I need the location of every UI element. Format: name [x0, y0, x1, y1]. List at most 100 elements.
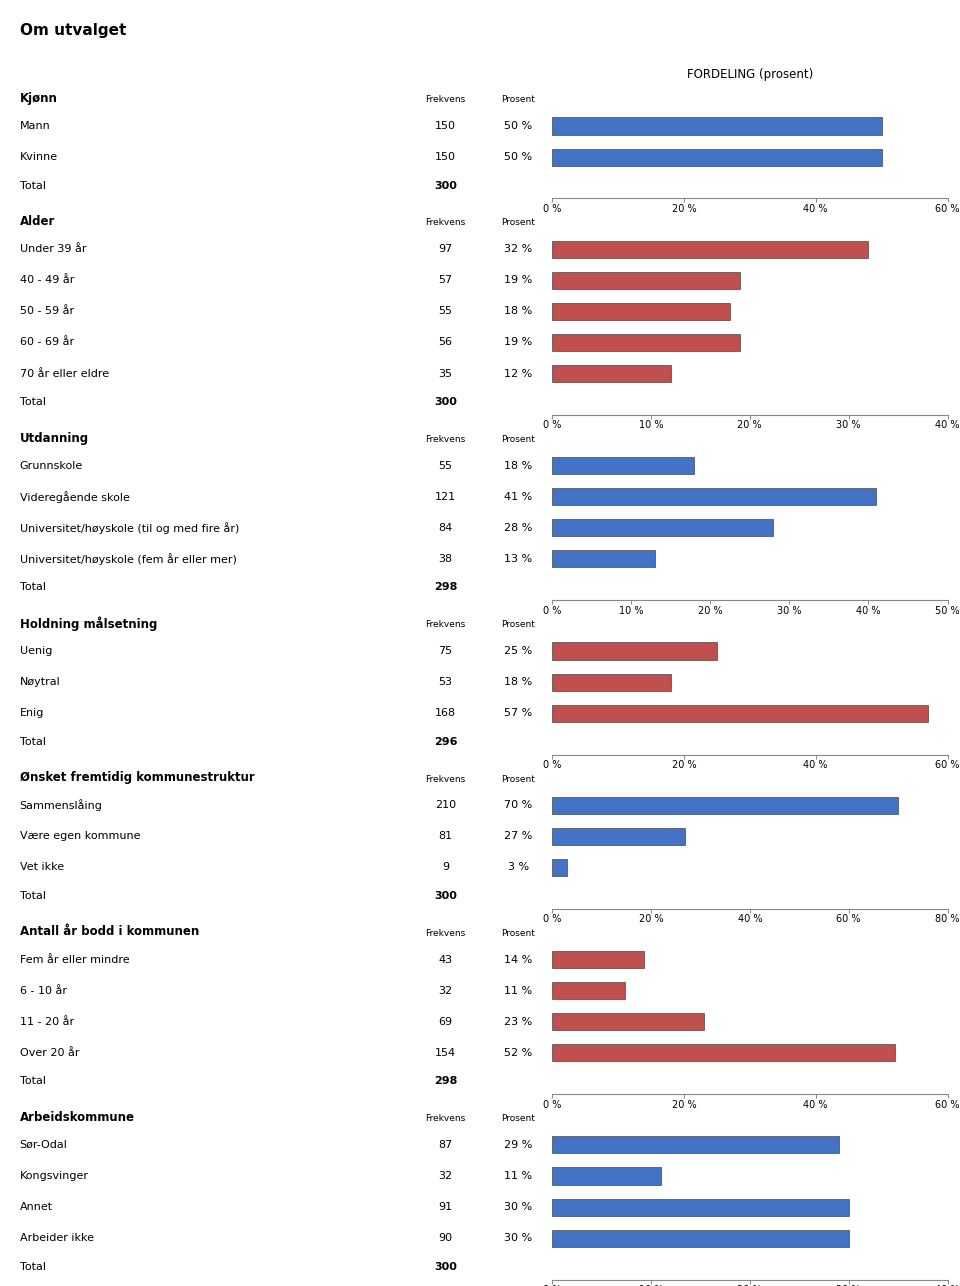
Text: 150: 150	[435, 152, 456, 162]
Text: Prosent: Prosent	[501, 928, 536, 937]
Text: Total: Total	[19, 1262, 45, 1272]
Text: 32: 32	[439, 985, 452, 995]
Text: 18 %: 18 %	[504, 306, 533, 316]
Text: 12 %: 12 %	[504, 369, 533, 378]
Text: 11 %: 11 %	[504, 1172, 533, 1181]
Text: 296: 296	[434, 737, 457, 747]
Text: Frekvens: Frekvens	[425, 620, 466, 629]
Text: Universitet/høyskole (fem år eller mer): Universitet/høyskole (fem år eller mer)	[19, 553, 236, 565]
Text: 30 %: 30 %	[504, 1202, 533, 1213]
Text: 210: 210	[435, 800, 456, 810]
Text: Prosent: Prosent	[501, 435, 536, 444]
Text: 57: 57	[439, 275, 452, 285]
Bar	[552, 1168, 660, 1184]
Text: Grunnskole: Grunnskole	[19, 460, 83, 471]
Text: Videregående skole: Videregående skole	[19, 491, 130, 503]
Bar	[552, 983, 625, 999]
Text: 90: 90	[439, 1233, 452, 1244]
Bar	[552, 334, 740, 351]
Bar	[552, 149, 881, 166]
Text: Total: Total	[19, 737, 45, 747]
Text: 75: 75	[439, 646, 452, 656]
Text: Frekvens: Frekvens	[425, 435, 466, 444]
Text: Om utvalget: Om utvalget	[20, 23, 127, 39]
Bar	[552, 117, 881, 135]
Bar	[552, 1013, 704, 1030]
Text: Arbeidskommune: Arbeidskommune	[19, 1111, 134, 1124]
Text: 300: 300	[434, 397, 457, 406]
Text: Prosent: Prosent	[501, 1114, 536, 1123]
Text: Total: Total	[19, 583, 45, 593]
Bar	[552, 240, 869, 257]
Text: 50 %: 50 %	[504, 152, 533, 162]
Text: Over 20 år: Over 20 år	[19, 1048, 79, 1058]
Text: Kjønn: Kjønn	[19, 91, 58, 105]
Text: 30 %: 30 %	[504, 1233, 533, 1244]
Text: Enig: Enig	[19, 709, 44, 718]
Text: 52 %: 52 %	[504, 1048, 533, 1058]
Text: 53: 53	[439, 678, 452, 687]
Text: 97: 97	[439, 244, 452, 255]
Text: Under 39 år: Under 39 år	[19, 244, 86, 255]
Text: Være egen kommune: Være egen kommune	[19, 831, 140, 841]
Text: Utdanning: Utdanning	[19, 432, 88, 445]
Text: 50 %: 50 %	[504, 121, 533, 131]
Text: Kvinne: Kvinne	[19, 152, 58, 162]
Text: Sør-Odal: Sør-Odal	[19, 1139, 67, 1150]
Bar	[552, 705, 927, 721]
Bar	[552, 550, 655, 567]
Text: 168: 168	[435, 709, 456, 718]
Text: 18 %: 18 %	[504, 678, 533, 687]
Text: 81: 81	[439, 831, 452, 841]
Text: 32: 32	[439, 1172, 452, 1181]
Text: 25 %: 25 %	[504, 646, 533, 656]
Text: 300: 300	[434, 1262, 457, 1272]
Text: Frekvens: Frekvens	[425, 219, 466, 228]
Text: 70 %: 70 %	[504, 800, 533, 810]
Text: 13 %: 13 %	[504, 554, 533, 563]
Text: Mann: Mann	[19, 121, 50, 131]
Text: 19 %: 19 %	[504, 337, 533, 347]
Text: 28 %: 28 %	[504, 523, 533, 532]
Text: Frekvens: Frekvens	[425, 774, 466, 783]
Bar	[552, 1199, 849, 1215]
Text: Arbeider ikke: Arbeider ikke	[19, 1233, 93, 1244]
Text: Ønsket fremtidig kommunestruktur: Ønsket fremtidig kommunestruktur	[19, 772, 254, 784]
Bar	[552, 797, 898, 814]
Text: Vet ikke: Vet ikke	[19, 863, 63, 872]
Text: Antall år bodd i kommunen: Antall år bodd i kommunen	[19, 926, 199, 939]
Text: 50 - 59 år: 50 - 59 år	[19, 306, 74, 316]
Text: 69: 69	[439, 1017, 452, 1026]
Bar	[552, 643, 717, 660]
Text: 300: 300	[434, 180, 457, 190]
Text: Total: Total	[19, 397, 45, 406]
Text: Alder: Alder	[19, 215, 55, 228]
Text: Frekvens: Frekvens	[425, 928, 466, 937]
Text: 3 %: 3 %	[508, 863, 529, 872]
Text: 27 %: 27 %	[504, 831, 533, 841]
Bar	[552, 271, 740, 289]
Text: Prosent: Prosent	[501, 620, 536, 629]
Bar	[552, 520, 774, 536]
Text: 55: 55	[439, 460, 452, 471]
Text: Prosent: Prosent	[501, 219, 536, 228]
Text: FORDELING (prosent): FORDELING (prosent)	[686, 68, 813, 81]
Text: 9: 9	[442, 863, 449, 872]
Text: Frekvens: Frekvens	[425, 1114, 466, 1123]
Text: 60 - 69 år: 60 - 69 år	[19, 337, 74, 347]
Bar	[552, 1137, 839, 1154]
Text: 57 %: 57 %	[504, 709, 533, 718]
Text: 43: 43	[439, 954, 452, 964]
Bar	[552, 489, 876, 505]
Text: Sammenslåing: Sammenslåing	[19, 800, 103, 811]
Text: 70 år eller eldre: 70 år eller eldre	[19, 369, 108, 378]
Text: 19 %: 19 %	[504, 275, 533, 285]
Text: Universitet/høyskole (til og med fire år): Universitet/høyskole (til og med fire år…	[19, 522, 239, 534]
Text: 11 - 20 år: 11 - 20 år	[19, 1017, 74, 1026]
Text: Fem år eller mindre: Fem år eller mindre	[19, 954, 130, 964]
Text: Prosent: Prosent	[501, 95, 536, 104]
Text: Uenig: Uenig	[19, 646, 52, 656]
Text: Total: Total	[19, 891, 45, 901]
Text: Nøytral: Nøytral	[19, 678, 60, 687]
Bar	[552, 365, 671, 382]
